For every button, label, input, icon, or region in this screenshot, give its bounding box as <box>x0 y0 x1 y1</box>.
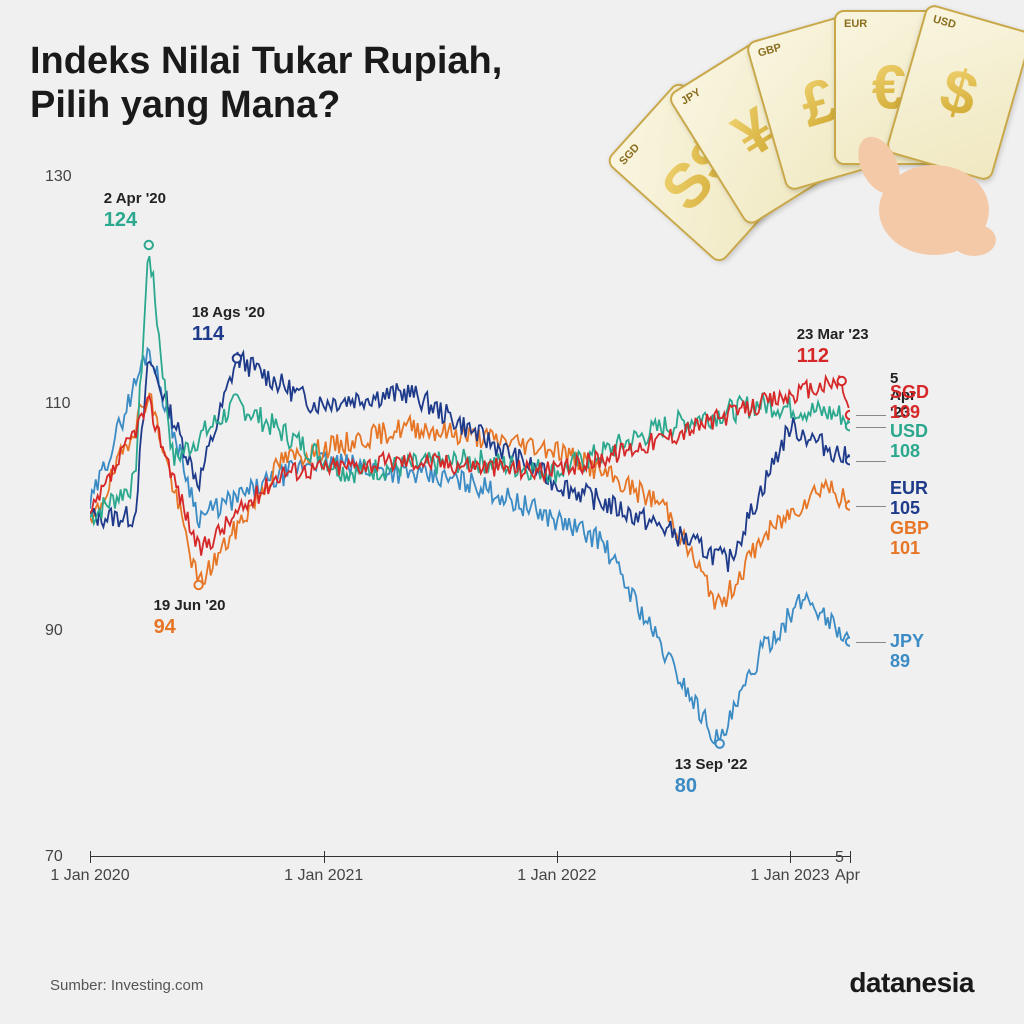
series-end-label: EUR105 <box>890 479 928 519</box>
card-label: SGD <box>617 142 642 168</box>
x-axis-tick: 1 Jan 2023 <box>750 867 829 885</box>
annotation: 19 Jun '2094 <box>154 597 226 639</box>
x-axis-tick: 1 Jan 2022 <box>517 867 596 885</box>
x-axis-tick: 1 Jan 2020 <box>50 867 129 885</box>
card-label: EUR <box>844 18 867 30</box>
brand-logo: datanesia <box>849 967 974 999</box>
chart-area: 7090110130 1 Jan 20201 Jan 20211 Jan 202… <box>50 177 880 857</box>
source-text: Sumber: Investing.com <box>50 977 203 994</box>
y-axis-tick: 90 <box>45 622 63 640</box>
y-axis-tick: 130 <box>45 168 72 186</box>
chart-title: Indeks Nilai Tukar Rupiah, Pilih yang Ma… <box>30 40 630 127</box>
annotation: 13 Sep '2280 <box>675 756 748 798</box>
annotation: 2 Apr '20124 <box>104 190 166 232</box>
series-end-label: GBP101 <box>890 519 929 559</box>
card-label: GBP <box>757 42 783 60</box>
annotation: 23 Mar '23112 <box>797 326 869 368</box>
y-axis-tick: 70 <box>45 848 63 866</box>
series-end-label: JPY89 <box>890 632 924 672</box>
card-label: USD <box>932 13 958 31</box>
series-end-label: SGD109 <box>890 383 929 423</box>
x-axis-tick: 1 Jan 2021 <box>284 867 363 885</box>
y-axis-tick: 110 <box>45 395 71 413</box>
annotation: 18 Ags '20114 <box>192 304 265 346</box>
card-label: JPY <box>679 86 703 107</box>
series-end-label: USD108 <box>890 422 928 462</box>
